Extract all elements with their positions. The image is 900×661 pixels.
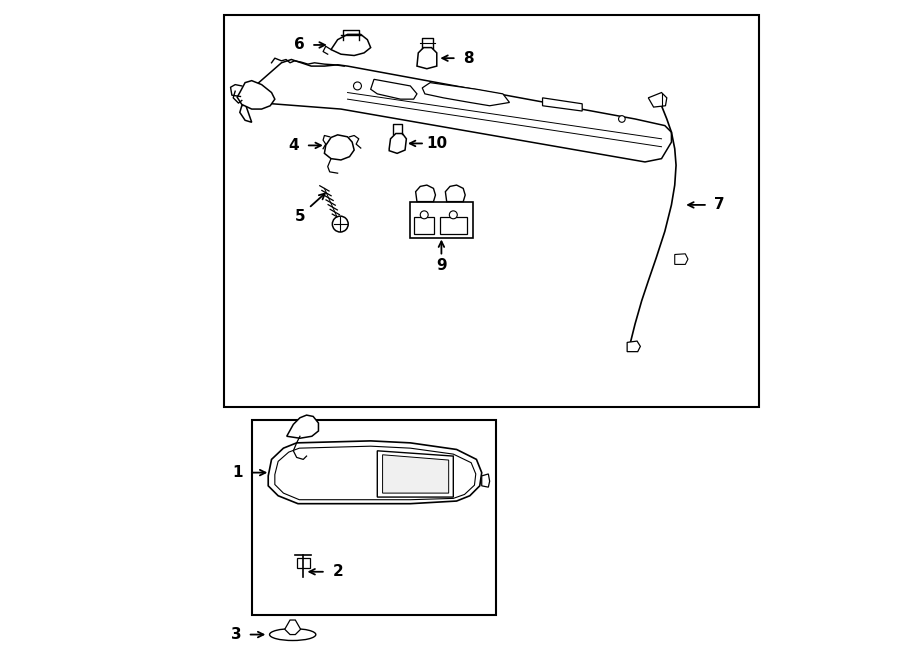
Text: 10: 10 [427, 136, 447, 151]
Polygon shape [268, 441, 482, 504]
Bar [297, 558, 310, 568]
Polygon shape [675, 254, 688, 264]
Polygon shape [377, 451, 454, 497]
Polygon shape [274, 446, 476, 500]
Polygon shape [287, 415, 319, 438]
Circle shape [449, 211, 457, 219]
Polygon shape [446, 185, 465, 202]
Polygon shape [324, 135, 355, 160]
Polygon shape [389, 134, 407, 153]
Polygon shape [417, 48, 436, 69]
Text: 4: 4 [288, 138, 299, 153]
Text: 2: 2 [332, 564, 343, 579]
Polygon shape [627, 341, 641, 352]
Circle shape [420, 211, 428, 219]
Polygon shape [284, 620, 301, 635]
Polygon shape [648, 93, 667, 107]
Text: 1: 1 [232, 465, 242, 480]
Text: 9: 9 [436, 258, 446, 273]
Text: 8: 8 [464, 51, 473, 65]
Bar [224, 15, 760, 407]
Circle shape [618, 116, 626, 122]
Ellipse shape [269, 629, 316, 641]
Polygon shape [543, 98, 582, 111]
Circle shape [354, 82, 362, 90]
Polygon shape [239, 59, 671, 162]
Bar [440, 217, 466, 234]
Polygon shape [410, 202, 473, 238]
Polygon shape [422, 83, 509, 106]
Bar [252, 420, 496, 615]
Text: 7: 7 [715, 198, 725, 212]
Polygon shape [371, 79, 417, 99]
Polygon shape [238, 81, 274, 109]
Text: 3: 3 [230, 627, 241, 642]
Bar [414, 217, 434, 234]
Circle shape [332, 216, 348, 232]
Text: 6: 6 [294, 38, 305, 52]
Text: 5: 5 [294, 210, 305, 224]
Polygon shape [331, 34, 371, 56]
Polygon shape [416, 185, 436, 202]
Polygon shape [482, 474, 490, 487]
Polygon shape [382, 455, 449, 493]
